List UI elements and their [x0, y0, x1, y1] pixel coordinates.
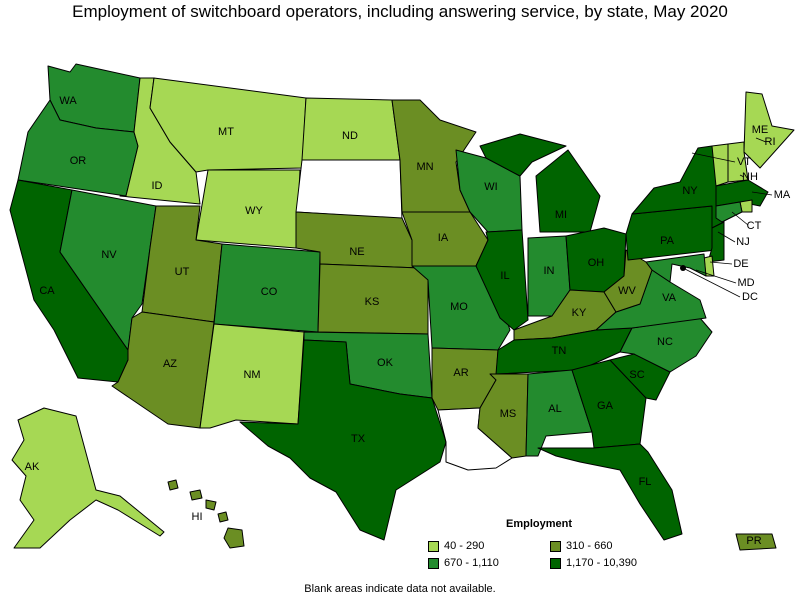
label-NM: NM [243, 369, 260, 381]
state-TX [239, 339, 447, 541]
label-DE: DE [733, 258, 748, 270]
label-MN: MN [416, 161, 433, 173]
label-AL: AL [548, 403, 561, 415]
label-KS: KS [365, 296, 380, 308]
state-IL [475, 229, 529, 331]
label-WI: WI [484, 181, 497, 193]
label-ND: ND [342, 130, 358, 142]
leader-DE [709, 261, 733, 265]
label-RI: RI [765, 136, 776, 148]
label-MA: MA [774, 189, 791, 201]
state-MN [391, 99, 477, 213]
state-CT [715, 201, 743, 223]
label-WV: WV [618, 285, 636, 297]
state-PA [625, 205, 717, 261]
label-NC: NC [657, 336, 673, 348]
leader-NJ [717, 231, 736, 243]
map-title: Employment of switchboard operators, inc… [72, 2, 728, 21]
state-KS [317, 263, 429, 335]
label-AK: AK [25, 461, 40, 473]
label-ID: ID [152, 180, 163, 192]
legend-label-1: 40 - 290 [444, 540, 485, 552]
label-IL: IL [500, 270, 509, 282]
label-OR: OR [70, 155, 87, 167]
state-FL [537, 443, 683, 541]
label-CO: CO [261, 286, 278, 298]
label-leader-lines [682, 137, 773, 298]
leader-MA [751, 191, 773, 196]
label-PR: PR [746, 535, 761, 547]
leader-NH [739, 174, 745, 178]
footnote: Blank areas indicate data not available. [304, 583, 496, 595]
label-OK: OK [377, 357, 394, 369]
label-FL: FL [639, 476, 652, 488]
label-IA: IA [438, 232, 449, 244]
label-PA: PA [660, 235, 675, 247]
label-CT: CT [747, 220, 762, 232]
state-AK [11, 407, 165, 549]
label-VT: VT [737, 156, 751, 168]
label-TN: TN [552, 345, 567, 357]
label-UT: UT [175, 266, 190, 278]
label-KY: KY [572, 307, 587, 319]
label-NJ: NJ [736, 236, 749, 248]
state-HI [167, 479, 245, 549]
leader-RI [755, 137, 767, 143]
legend-item-3: 670 - 1,110 [428, 557, 550, 569]
label-NE: NE [349, 246, 364, 258]
legend-swatch-1 [428, 540, 439, 552]
state-NJ [707, 221, 725, 263]
label-MS: MS [500, 408, 517, 420]
legend: Employment 40 - 290 310 - 660 670 - 1,11… [428, 518, 678, 569]
label-HI: HI [192, 511, 203, 523]
label-WA: WA [59, 95, 77, 107]
label-MI: MI [555, 209, 567, 221]
label-AZ: AZ [163, 358, 177, 370]
leader-MD [695, 269, 737, 284]
label-AR: AR [453, 367, 468, 379]
legend-label-4: 1,170 - 10,390 [566, 557, 637, 569]
legend-label-3: 670 - 1,110 [444, 557, 499, 569]
legend-item-4: 1,170 - 10,390 [550, 557, 680, 569]
label-SC: SC [629, 369, 644, 381]
legend-item-1: 40 - 290 [428, 540, 550, 552]
legend-swatch-2 [550, 540, 561, 552]
label-WY: WY [245, 205, 263, 217]
state-PR [735, 533, 777, 551]
leader-VT [691, 152, 736, 163]
label-GA: GA [597, 400, 614, 412]
label-IN: IN [544, 265, 555, 277]
legend-title: Employment [506, 518, 573, 530]
state-SC [609, 353, 671, 401]
leader-CT [731, 211, 749, 226]
state-NH [727, 141, 749, 183]
label-ME: ME [752, 124, 769, 136]
label-VA: VA [662, 292, 677, 304]
label-DC: DC [742, 291, 758, 303]
label-CA: CA [39, 285, 55, 297]
state-SD [295, 159, 403, 221]
label-MT: MT [218, 126, 234, 138]
label-MD: MD [737, 277, 754, 289]
legend-label-2: 310 - 660 [566, 540, 613, 552]
legend-swatch-3 [428, 557, 439, 569]
label-TX: TX [351, 433, 366, 445]
leader-DC [682, 267, 741, 298]
label-NV: NV [101, 249, 117, 261]
label-NY: NY [682, 185, 698, 197]
label-NH: NH [742, 171, 758, 183]
label-MO: MO [450, 301, 468, 313]
legend-swatch-4 [550, 557, 561, 569]
label-OH: OH [588, 257, 605, 269]
legend-item-2: 310 - 660 [550, 540, 680, 552]
state-MI [479, 133, 601, 233]
